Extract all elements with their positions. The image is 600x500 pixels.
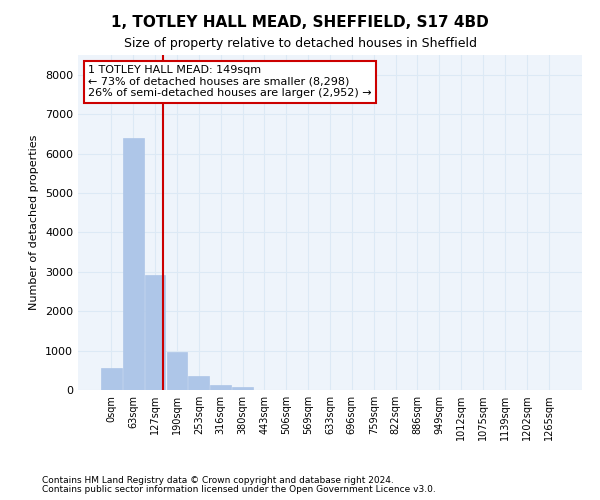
Bar (232, 388, 253, 390)
Bar (145, 275, 166, 390)
Text: 1 TOTLEY HALL MEAD: 149sqm
← 73% of detached houses are smaller (8,298)
26% of s: 1 TOTLEY HALL MEAD: 149sqm ← 73% of deta… (88, 65, 372, 98)
Text: Contains HM Land Registry data © Crown copyright and database right 2024.: Contains HM Land Registry data © Crown c… (42, 476, 394, 485)
Bar (123, 138, 143, 390)
Y-axis label: Number of detached properties: Number of detached properties (29, 135, 40, 310)
Bar (167, 352, 187, 390)
Bar (101, 368, 122, 390)
Text: Contains public sector information licensed under the Open Government Licence v3: Contains public sector information licen… (42, 484, 436, 494)
Text: Size of property relative to detached houses in Sheffield: Size of property relative to detached ho… (124, 38, 476, 51)
Bar (210, 385, 231, 390)
Text: 1, TOTLEY HALL MEAD, SHEFFIELD, S17 4BD: 1, TOTLEY HALL MEAD, SHEFFIELD, S17 4BD (111, 15, 489, 30)
Bar (188, 376, 209, 390)
